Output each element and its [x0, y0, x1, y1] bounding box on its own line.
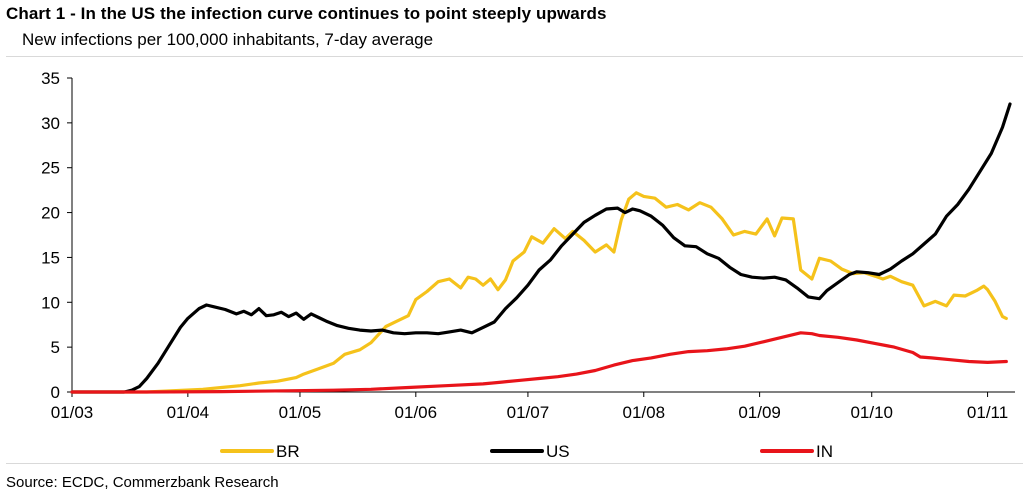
plot-lines [70, 102, 1012, 394]
y-tick-label: 5 [51, 338, 60, 357]
series-line-br [70, 191, 1008, 394]
x-tick-label: 01/07 [507, 403, 550, 422]
y-tick-label: 0 [51, 383, 60, 402]
x-tick-label: 01/10 [850, 403, 893, 422]
x-tick-label: 01/09 [738, 403, 781, 422]
y-tick-label: 20 [41, 204, 60, 223]
y-tick-label: 25 [41, 159, 60, 178]
legend-label-br: BR [276, 442, 300, 461]
y-tick-label: 35 [41, 69, 60, 88]
chart-frame [6, 56, 1023, 464]
x-tick-label: 01/11 [967, 403, 1008, 422]
series-line-us [70, 102, 1012, 394]
x-tick-label: 01/06 [395, 403, 438, 422]
y-tick-label: 10 [41, 293, 60, 312]
y-tick-label: 15 [41, 248, 60, 267]
x-tick-label: 01/08 [622, 403, 665, 422]
chart-subtitle: New infections per 100,000 inhabitants, … [22, 30, 434, 49]
x-tick-label: 01/05 [279, 403, 322, 422]
legend-label-in: IN [816, 442, 833, 461]
legend: BR US IN [220, 442, 833, 461]
x-tick-label: 01/03 [51, 403, 94, 422]
chart-title: Chart 1 - In the US the infection curve … [6, 4, 607, 23]
y-tick-label: 30 [41, 114, 60, 133]
source-note: Source: ECDC, Commerzbank Research [6, 474, 279, 491]
series-line-in [70, 331, 1008, 394]
legend-label-us: US [546, 442, 570, 461]
x-tick-label: 01/04 [167, 403, 210, 422]
